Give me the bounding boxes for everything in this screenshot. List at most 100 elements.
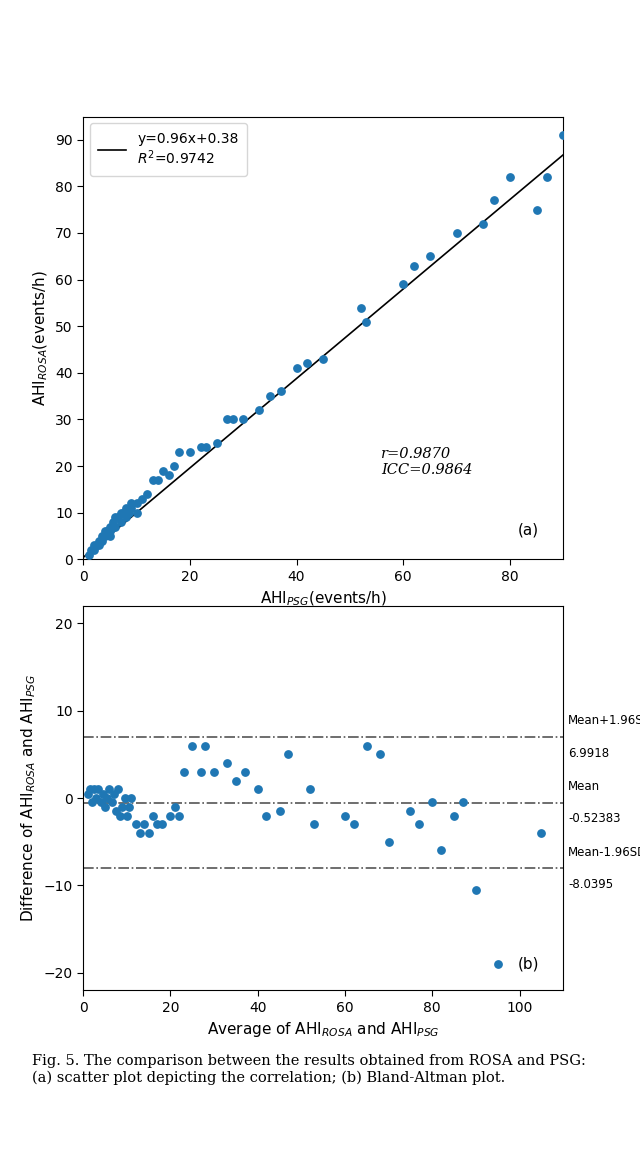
Y-axis label: AHI$_{ROSA}$(events/h): AHI$_{ROSA}$(events/h) bbox=[31, 270, 50, 405]
Point bbox=[478, 214, 488, 233]
Point bbox=[355, 298, 365, 317]
Point bbox=[458, 793, 468, 812]
Point bbox=[105, 522, 115, 541]
Point bbox=[254, 401, 264, 419]
Point bbox=[115, 503, 125, 522]
Point bbox=[95, 793, 106, 812]
Point bbox=[489, 191, 499, 210]
Point bbox=[97, 531, 107, 550]
Point bbox=[195, 438, 205, 457]
Point bbox=[102, 789, 113, 807]
Point bbox=[305, 781, 316, 799]
Point bbox=[105, 527, 115, 545]
Text: 6.9918: 6.9918 bbox=[568, 747, 609, 760]
Point bbox=[253, 781, 263, 799]
Point bbox=[349, 816, 359, 834]
Point bbox=[157, 816, 167, 834]
Point bbox=[126, 789, 136, 807]
Point bbox=[152, 816, 163, 834]
Point bbox=[425, 247, 435, 266]
Point bbox=[131, 816, 141, 834]
Point bbox=[200, 736, 211, 755]
Legend: y=0.96x+0.38
$R^2$=0.9742: y=0.96x+0.38 $R^2$=0.9742 bbox=[90, 123, 247, 176]
Point bbox=[362, 736, 372, 755]
Point bbox=[261, 806, 271, 825]
Point bbox=[179, 763, 189, 782]
Point bbox=[170, 798, 180, 817]
Point bbox=[115, 513, 125, 531]
Point bbox=[124, 503, 134, 522]
Point bbox=[449, 806, 460, 825]
Point bbox=[147, 471, 157, 489]
Point bbox=[111, 802, 121, 820]
Point bbox=[137, 489, 147, 508]
Point bbox=[275, 802, 285, 820]
Point bbox=[121, 508, 131, 527]
Point bbox=[124, 798, 134, 817]
Point bbox=[158, 461, 168, 480]
Point bbox=[94, 531, 104, 550]
Point bbox=[143, 824, 154, 842]
Point bbox=[100, 798, 110, 817]
Point bbox=[99, 527, 109, 545]
Point bbox=[86, 541, 97, 559]
Point bbox=[493, 955, 503, 974]
Point bbox=[131, 503, 141, 522]
Point bbox=[398, 275, 408, 294]
Point bbox=[126, 499, 136, 517]
Point bbox=[139, 816, 149, 834]
Point bbox=[105, 517, 115, 536]
Point bbox=[104, 781, 115, 799]
Point bbox=[265, 387, 275, 405]
Point bbox=[414, 816, 424, 834]
Point bbox=[98, 784, 108, 803]
Point bbox=[174, 443, 184, 461]
Point bbox=[275, 382, 285, 401]
Text: Mean-1.96SD: Mean-1.96SD bbox=[568, 846, 640, 859]
Point bbox=[106, 793, 116, 812]
Point bbox=[135, 824, 145, 842]
Point bbox=[185, 443, 195, 461]
Point bbox=[309, 816, 319, 834]
Point bbox=[108, 517, 118, 536]
Point bbox=[97, 527, 107, 545]
Text: r=0.9870
ICC=0.9864: r=0.9870 ICC=0.9864 bbox=[381, 446, 472, 476]
Point bbox=[92, 536, 102, 555]
Point bbox=[174, 806, 184, 825]
Point bbox=[505, 168, 515, 186]
Point bbox=[471, 881, 481, 899]
Point bbox=[283, 746, 293, 764]
Point bbox=[383, 832, 394, 850]
Point bbox=[94, 536, 104, 555]
Point bbox=[87, 793, 97, 812]
Text: Fig. 5. The comparison between the results obtained from ROSA and PSG:
(a) scatt: Fig. 5. The comparison between the resul… bbox=[32, 1054, 586, 1085]
Point bbox=[131, 494, 141, 513]
Point bbox=[169, 457, 179, 475]
Point bbox=[187, 736, 197, 755]
Point bbox=[427, 793, 437, 812]
Point bbox=[89, 781, 99, 799]
Text: (b): (b) bbox=[518, 956, 540, 972]
Point bbox=[148, 806, 158, 825]
Point bbox=[222, 754, 232, 772]
Point bbox=[238, 410, 248, 429]
Point bbox=[222, 410, 232, 429]
Point bbox=[84, 781, 95, 799]
Point bbox=[108, 513, 118, 531]
Text: Mean+1.96SD: Mean+1.96SD bbox=[568, 714, 640, 727]
Text: -0.52383: -0.52383 bbox=[568, 812, 621, 825]
Point bbox=[227, 410, 237, 429]
Point bbox=[536, 824, 547, 842]
X-axis label: AHI$_{PSG}$(events/h): AHI$_{PSG}$(events/h) bbox=[260, 589, 387, 608]
Point bbox=[375, 746, 385, 764]
Text: -8.0395: -8.0395 bbox=[568, 878, 613, 891]
Point bbox=[451, 224, 461, 242]
Point bbox=[93, 781, 104, 799]
Point bbox=[436, 841, 446, 860]
Point bbox=[531, 200, 541, 219]
X-axis label: Average of AHI$_{ROSA}$ and AHI$_{PSG}$: Average of AHI$_{ROSA}$ and AHI$_{PSG}$ bbox=[207, 1021, 440, 1039]
Point bbox=[163, 466, 173, 485]
Point bbox=[361, 312, 371, 331]
Point bbox=[117, 798, 127, 817]
Point bbox=[196, 763, 206, 782]
